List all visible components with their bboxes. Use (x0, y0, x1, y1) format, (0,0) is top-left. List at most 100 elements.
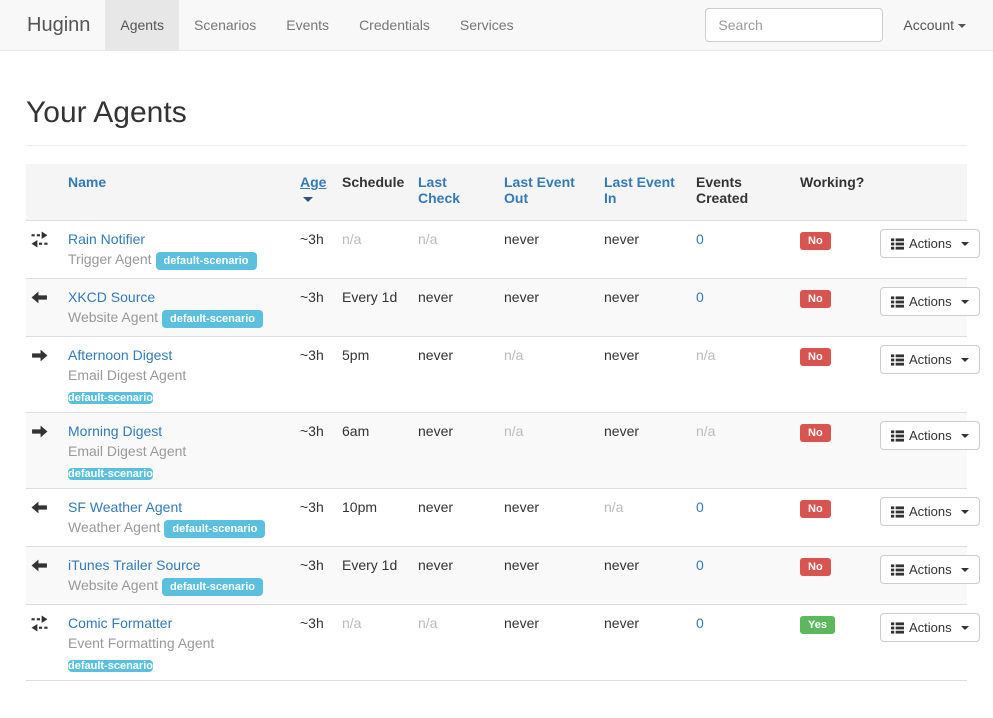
sort-by-name-link[interactable]: Name (68, 174, 107, 190)
events-created-value: n/a (696, 347, 716, 363)
events-created-link[interactable]: 0 (696, 231, 704, 247)
last-event-in-cell: never (596, 336, 688, 413)
actions-button[interactable]: Actions (880, 555, 980, 584)
agent-name-link[interactable]: iTunes Trailer Source (68, 557, 201, 573)
actions-button-label: Actions (909, 562, 952, 577)
actions-button-label: Actions (909, 352, 952, 367)
actions-button[interactable]: Actions (880, 613, 980, 642)
actions-button[interactable]: Actions (880, 287, 980, 316)
last-check-cell: never (410, 278, 496, 337)
last-check-value: never (418, 347, 454, 363)
agents-table-body: Rain Notifier Trigger Agent default-scena… (26, 220, 980, 681)
nav-item-scenarios[interactable]: Scenarios (193, 17, 257, 33)
events-created-value: n/a (696, 423, 716, 439)
schedule-header: Schedule (342, 174, 405, 190)
scenario-badge[interactable]: default-scenario (68, 392, 153, 404)
events-created-cell: 0 (688, 488, 792, 547)
working-cell: No (792, 336, 872, 413)
chevron-down-icon (960, 625, 969, 630)
brand-link[interactable]: Huginn (27, 14, 91, 36)
events-created-link[interactable]: 0 (696, 499, 704, 515)
age-cell: ~3h (292, 546, 334, 605)
age-cell: ~3h (292, 488, 334, 547)
actions-button[interactable]: Actions (880, 497, 980, 526)
events-created-link[interactable]: 0 (696, 615, 704, 631)
nav-item-events[interactable]: Events (286, 17, 330, 33)
age-cell: ~3h (292, 220, 334, 279)
nav-item-credentials[interactable]: Credentials (359, 17, 430, 33)
transfer-icon (31, 615, 48, 632)
scenario-badge[interactable]: default-scenario (68, 660, 153, 672)
scenario-badge[interactable]: default-scenario (162, 310, 263, 328)
search-input[interactable] (705, 8, 884, 42)
chevron-down-icon (960, 433, 969, 438)
events-created-cell: n/a (688, 336, 792, 413)
actions-button-label: Actions (909, 504, 952, 519)
actions-button[interactable]: Actions (880, 345, 980, 374)
last-check-value: never (418, 423, 454, 439)
direction-cell (26, 412, 60, 489)
sort-by-last-event-in-link[interactable]: Last Event In (604, 174, 675, 206)
agent-name-link[interactable]: SF Weather Agent (68, 499, 183, 515)
agent-type-label: Email Digest Agent (68, 367, 187, 383)
age-cell: ~3h (292, 336, 334, 413)
scenario-badge[interactable]: default-scenario (164, 520, 266, 538)
direction-cell (26, 278, 60, 337)
last-event-out-value: n/a (504, 423, 524, 439)
sort-by-last-event-out-link[interactable]: Last Event Out (504, 174, 575, 206)
last-event-in-value: never (604, 615, 640, 631)
arrow-left-icon (31, 557, 48, 574)
actions-button[interactable]: Actions (880, 229, 980, 258)
last-check-value: never (418, 557, 454, 573)
last-event-in-value: never (604, 347, 640, 363)
last-event-in-cell: never (596, 220, 688, 279)
last-check-value: never (418, 499, 454, 515)
scenario-badge[interactable]: default-scenario (155, 252, 257, 270)
transfer-icon (31, 231, 48, 248)
table-row: Afternoon Digest Email Digest Agent defau… (26, 336, 980, 413)
th-list-icon (891, 354, 904, 366)
working-status-badge: No (800, 348, 831, 366)
agent-type-label: Weather Agent (68, 519, 161, 535)
scenario-badge[interactable]: default-scenario (162, 578, 263, 596)
th-list-icon (891, 564, 904, 576)
last-check-cell: n/a (410, 604, 496, 681)
events-created-link[interactable]: 0 (696, 557, 704, 573)
working-status-badge: No (800, 290, 831, 308)
agent-name-link[interactable]: XKCD Source (68, 289, 156, 305)
schedule-cell: Every 1d (334, 278, 410, 337)
age-cell: ~3h (292, 278, 334, 337)
agent-type-label: Email Digest Agent (68, 443, 187, 459)
nav-menu: Agents Scenarios Events Credentials Services (105, 0, 528, 50)
actions-button[interactable]: Actions (880, 421, 980, 450)
schedule-cell: n/a (334, 220, 410, 279)
last-event-in-value: n/a (604, 499, 624, 515)
sort-by-age-link[interactable]: Age (300, 174, 327, 190)
last-event-out-value: never (504, 499, 540, 515)
schedule-value: 6am (342, 423, 370, 439)
last-check-value: n/a (418, 231, 438, 247)
events-created-link[interactable]: 0 (696, 289, 704, 305)
account-dropdown[interactable]: Account (883, 0, 993, 51)
table-row: Morning Digest Email Digest Agent default… (26, 412, 980, 489)
last-event-in-value: never (604, 231, 640, 247)
arrow-right-icon (31, 423, 48, 440)
sort-by-last-check-link[interactable]: Last Check (418, 174, 461, 206)
scenario-badge[interactable]: default-scenario (68, 468, 153, 480)
direction-cell (26, 488, 60, 547)
agent-name-link[interactable]: Afternoon Digest (68, 347, 173, 363)
agent-name-link[interactable]: Morning Digest (68, 423, 163, 439)
agent-name-link[interactable]: Comic Formatter (68, 615, 173, 631)
age-value: ~3h (300, 499, 324, 515)
th-list-icon (891, 296, 904, 308)
last-event-out-cell: never (496, 604, 596, 681)
nav-item-services[interactable]: Services (459, 17, 514, 33)
working-cell: No (792, 412, 872, 489)
agent-type-label: Website Agent (68, 577, 159, 593)
table-row: SF Weather Agent Weather Agent default-sc… (26, 488, 980, 547)
sort-caret-icon (303, 196, 313, 202)
working-status-badge: No (800, 500, 831, 518)
nav-item-agents[interactable]: Agents (105, 0, 179, 50)
agent-name-link[interactable]: Rain Notifier (68, 231, 146, 247)
age-value: ~3h (300, 615, 324, 631)
